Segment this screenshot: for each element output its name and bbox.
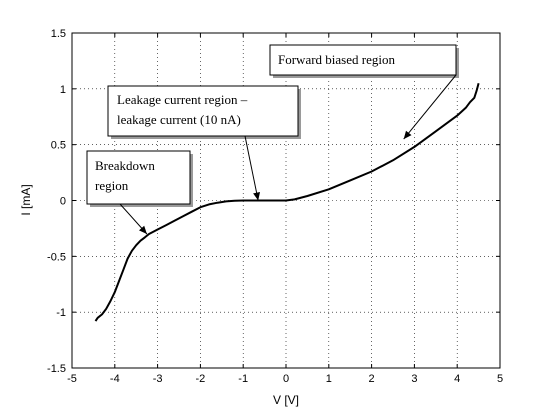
x-tick-label: 4: [454, 373, 460, 385]
annotation-text: region: [95, 178, 129, 193]
x-tick-label: 3: [411, 373, 417, 385]
y-tick-label: 1: [60, 84, 66, 96]
x-tick-label: 1: [326, 373, 332, 385]
iv-curve-line: [94, 83, 480, 322]
annotation-arrowhead: [139, 225, 147, 234]
tick-labels: -5 -4 -3 -2 -1 0 1 2 3 4 5 -1.5 -1 -0.5 0 0.5 1 1.5: [47, 28, 503, 385]
y-tick-label: 0: [60, 196, 66, 208]
plot-frame: [71, 32, 501, 369]
x-tick-label: -2: [196, 373, 206, 385]
x-tick-label: 5: [497, 373, 503, 385]
annotation-box: [269, 44, 457, 76]
x-tick-label: -1: [238, 373, 248, 385]
annotation-arrow: [244, 135, 259, 201]
annotation-arrow: [403, 74, 457, 140]
annotation-callout: Breakdown region: [86, 150, 193, 235]
annotation-box: [107, 85, 299, 137]
x-tick-label: 2: [369, 373, 375, 385]
y-tick-label: 0.5: [51, 140, 66, 152]
annotation-text: Breakdown: [95, 158, 155, 173]
annotation-box: [86, 150, 191, 205]
x-tick-label: 0: [283, 373, 289, 385]
y-axis-label: I [mA]: [19, 184, 33, 215]
data-series: [94, 83, 480, 322]
annotation-text: Forward biased region: [278, 52, 395, 67]
y-tick-label: 1.5: [51, 28, 66, 40]
y-tick-label: -1.5: [47, 363, 66, 375]
y-tick-label: -1: [56, 307, 66, 319]
x-tick-label: -5: [67, 373, 77, 385]
annotations: Forward biased region Leakage current reg…: [86, 44, 459, 235]
y-tick-label: -0.5: [47, 251, 66, 263]
annotation-arrowhead: [253, 192, 260, 201]
annotation-callout: Leakage current region – leakage current …: [107, 85, 301, 201]
grid-lines: [72, 33, 500, 368]
x-axis-label: V [V]: [273, 393, 299, 407]
annotation-text: Leakage current region –: [117, 92, 248, 107]
annotation-text: leakage current (10 nA): [117, 112, 241, 127]
x-tick-label: -3: [153, 373, 163, 385]
x-tick-label: -4: [110, 373, 120, 385]
annotation-arrowhead: [403, 130, 412, 140]
annotation-callout: Forward biased region: [269, 44, 459, 140]
